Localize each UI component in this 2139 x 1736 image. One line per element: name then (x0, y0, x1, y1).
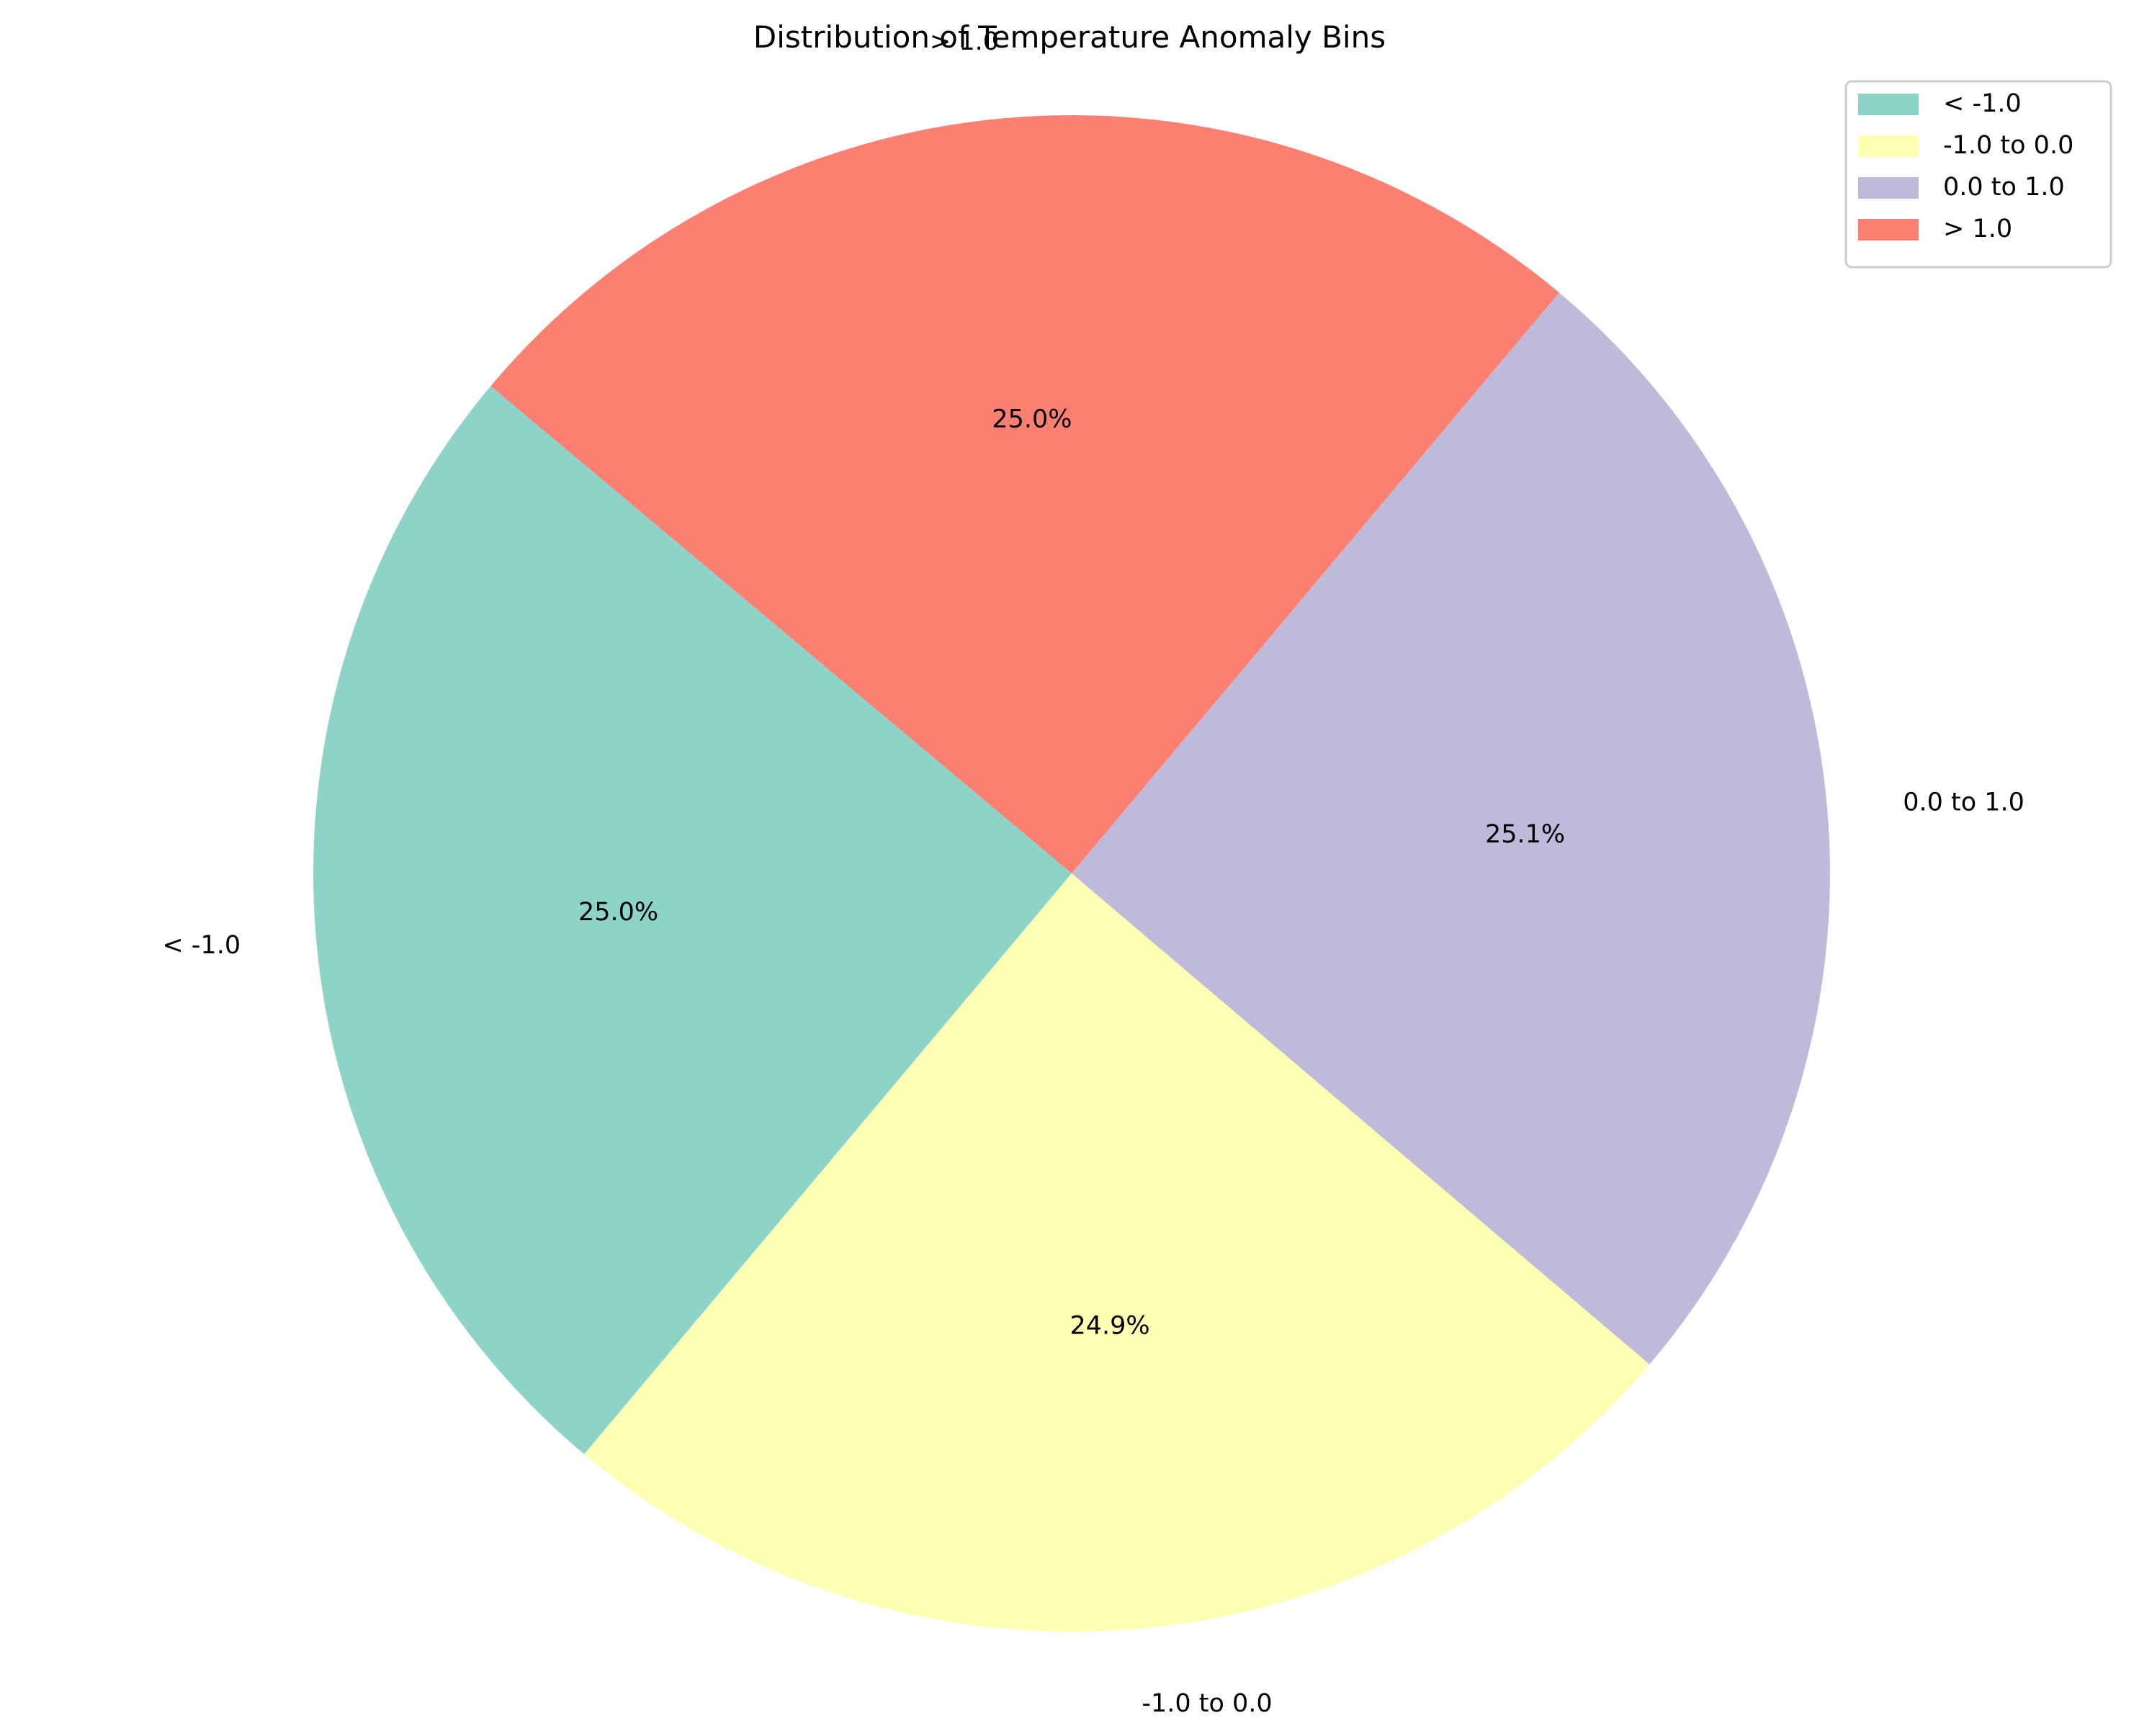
pie-slice-1-0-to-0-0 (584, 873, 1650, 1632)
percent-label-lt-1-0: 25.0% (578, 898, 658, 927)
pie-slice-0-0-to-1-0 (1072, 292, 1831, 1364)
pie-slice-gt-1-0 (490, 114, 1559, 874)
chart-title: Distribution of Temperature Anomaly Bins (753, 19, 1386, 55)
legend-swatch-0-0-to-1-0 (1858, 177, 1919, 199)
percent-label-gt-1-0: 25.0% (992, 405, 1072, 434)
legend-label-lt-1-0: < -1.0 (1943, 89, 2022, 118)
slice-label-1-0-to-0-0: -1.0 to 0.0 (1142, 1689, 1272, 1718)
pie-slice-lt-1-0 (313, 386, 1072, 1454)
legend-swatch-gt-1-0 (1858, 219, 1919, 240)
slice-label-lt-1-0: < -1.0 (162, 931, 241, 960)
pie-percent-labels: 25.0% 24.9% 25.1% 25.0% (578, 405, 1565, 1341)
slice-label-gt-1-0: > 1.0 (930, 27, 999, 56)
percent-label-1-0-to-0-0: 24.9% (1070, 1312, 1149, 1341)
legend-label-gt-1-0: > 1.0 (1943, 215, 2012, 243)
slice-label-0-0-to-1-0: 0.0 to 1.0 (1903, 788, 2024, 817)
legend-items: < -1.0 -1.0 to 0.0 0.0 to 1.0 > 1.0 (1858, 89, 2073, 243)
pie-slices (313, 114, 1831, 1632)
legend-label-1-0-to-0-0: -1.0 to 0.0 (1943, 131, 2073, 160)
percent-label-0-0-to-1-0: 25.1% (1485, 820, 1565, 849)
legend-label-0-0-to-1-0: 0.0 to 1.0 (1943, 173, 2065, 202)
legend-swatch-lt-1-0 (1858, 94, 1919, 115)
pie-slice-labels: < -1.0 -1.0 to 0.0 0.0 to 1.0 > 1.0 (162, 27, 2024, 1718)
legend-swatch-1-0-to-0-0 (1858, 135, 1919, 157)
legend: < -1.0 -1.0 to 0.0 0.0 to 1.0 > 1.0 (1844, 80, 2112, 269)
